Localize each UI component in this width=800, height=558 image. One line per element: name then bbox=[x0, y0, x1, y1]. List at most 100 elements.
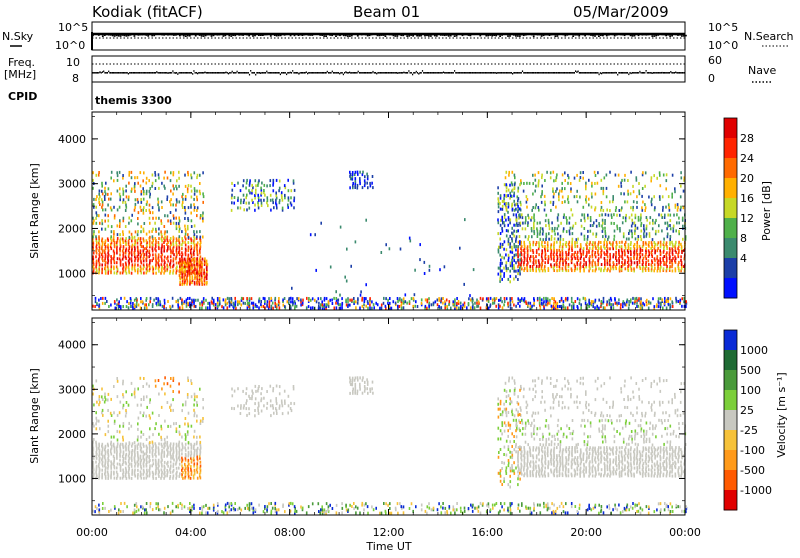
nave-sample bbox=[295, 72, 296, 74]
scatter-cell bbox=[638, 219, 640, 222]
scatter-cell bbox=[577, 267, 579, 270]
scatter-cell bbox=[142, 179, 144, 182]
scatter-cell bbox=[117, 439, 119, 442]
scatter-cell bbox=[261, 192, 263, 195]
scatter-cell bbox=[596, 305, 598, 308]
scatter-cell bbox=[331, 299, 333, 302]
nave-sample bbox=[144, 72, 145, 74]
noise-search-label: N.Search bbox=[744, 30, 794, 43]
scatter-cell bbox=[566, 241, 568, 244]
scatter-cell bbox=[656, 177, 658, 180]
scatter-cell bbox=[179, 306, 181, 309]
scatter-cell bbox=[606, 174, 608, 177]
scatter-cell bbox=[164, 230, 166, 233]
scatter-cell bbox=[561, 182, 563, 185]
scatter-cell bbox=[290, 300, 292, 303]
scatter-cell bbox=[592, 224, 594, 227]
scatter-cell bbox=[627, 179, 629, 182]
noise-sample bbox=[422, 33, 424, 35]
scatter-cell bbox=[173, 187, 175, 190]
scatter-cell bbox=[563, 303, 565, 306]
scatter-cell bbox=[501, 227, 503, 230]
nave-sample bbox=[637, 72, 638, 74]
scatter-cell bbox=[553, 171, 555, 174]
scatter-cell bbox=[281, 191, 283, 194]
scatter-cell bbox=[200, 461, 202, 464]
scatter-cell bbox=[572, 214, 574, 217]
scatter-cell bbox=[148, 179, 150, 182]
scatter-cell bbox=[143, 206, 145, 209]
scatter-cell bbox=[107, 193, 109, 196]
nave-sample bbox=[350, 72, 351, 74]
scatter-cell bbox=[526, 257, 528, 260]
scatter-cell bbox=[161, 243, 163, 246]
nave-sample bbox=[288, 72, 289, 74]
scatter-cell bbox=[500, 297, 502, 300]
scatter-cell bbox=[678, 230, 680, 233]
scatter-cell bbox=[207, 306, 209, 309]
scatter-cell bbox=[533, 213, 535, 216]
noise-sample bbox=[394, 35, 396, 37]
scatter-cell bbox=[558, 192, 560, 195]
scatter-cell bbox=[658, 297, 660, 300]
noise-sample bbox=[92, 35, 94, 37]
scatter-cell bbox=[531, 235, 533, 238]
scatter-cell bbox=[328, 300, 330, 303]
scatter-cell bbox=[291, 287, 293, 290]
noise-sample bbox=[313, 33, 315, 35]
scatter-cell bbox=[655, 219, 657, 222]
scatter-cell bbox=[375, 302, 377, 305]
scatter-cell bbox=[113, 385, 115, 388]
nave-sample bbox=[119, 72, 120, 74]
scatter-cell bbox=[194, 206, 196, 209]
scatter-cell bbox=[233, 302, 235, 305]
scatter-cell bbox=[389, 247, 391, 250]
scatter-cell bbox=[660, 297, 662, 300]
scatter-cell bbox=[335, 290, 337, 293]
nave-sample bbox=[317, 72, 318, 74]
scatter-cell bbox=[613, 253, 615, 256]
nave-sample bbox=[153, 72, 154, 74]
nave-sample bbox=[198, 72, 199, 74]
scatter-cell bbox=[636, 201, 638, 204]
scatter-cell bbox=[351, 299, 353, 302]
scatter-cell bbox=[178, 185, 180, 188]
scatter-cell bbox=[272, 307, 274, 310]
noise-sample bbox=[357, 35, 359, 37]
scatter-cell bbox=[181, 251, 183, 254]
scatter-cell bbox=[515, 305, 517, 308]
nave-sample bbox=[238, 72, 239, 74]
nave-sample bbox=[465, 72, 466, 74]
scatter-cell bbox=[667, 222, 669, 225]
colorbar-tick-label: 12 bbox=[740, 212, 754, 225]
scatter-cell bbox=[246, 202, 248, 205]
scatter-cell bbox=[170, 179, 172, 182]
nave-sample bbox=[318, 72, 319, 74]
scatter-cell bbox=[284, 305, 286, 308]
scatter-cell bbox=[341, 297, 343, 300]
scatter-cell bbox=[670, 297, 672, 300]
nave-sample bbox=[601, 73, 602, 75]
nave-sample bbox=[456, 72, 457, 74]
scatter-cell bbox=[502, 230, 504, 233]
noise-sample bbox=[497, 34, 499, 36]
scatter-cell bbox=[170, 237, 172, 240]
scatter-cell bbox=[601, 225, 603, 228]
scatter-cell bbox=[504, 183, 506, 186]
scatter-cell bbox=[185, 195, 187, 198]
scatter-cell bbox=[635, 227, 637, 230]
scatter-cell bbox=[383, 297, 385, 300]
nave-sample bbox=[523, 72, 524, 74]
scatter-cell bbox=[199, 268, 201, 271]
scatter-cell bbox=[533, 222, 535, 225]
nave-sample bbox=[132, 72, 133, 74]
noise-sample bbox=[351, 35, 353, 37]
scatter-cell bbox=[606, 209, 608, 212]
noise-sample bbox=[254, 35, 256, 37]
scatter-cell bbox=[134, 304, 136, 307]
scatter-cell bbox=[101, 395, 103, 398]
noise-sample bbox=[195, 35, 197, 37]
scatter-cell bbox=[143, 443, 145, 446]
scatter-cell bbox=[149, 459, 151, 462]
nave-sample bbox=[460, 72, 461, 74]
